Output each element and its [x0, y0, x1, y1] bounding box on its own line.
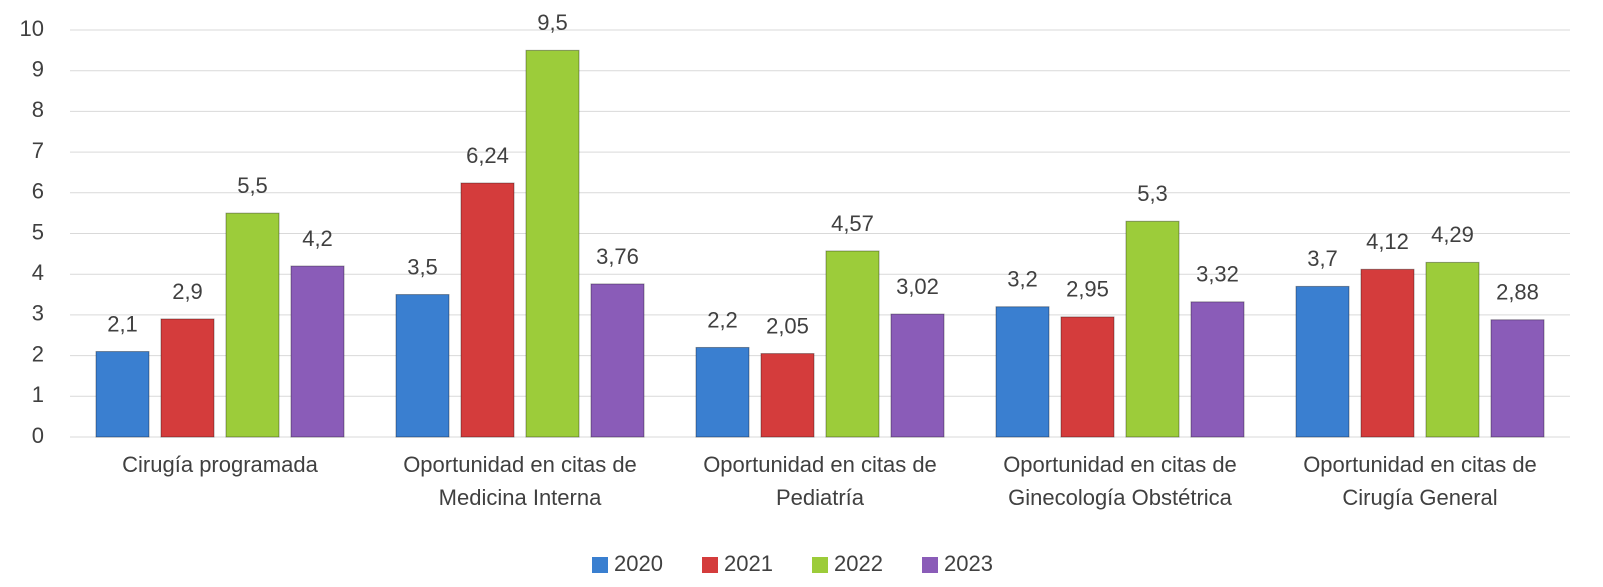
- y-tick-label: 9: [32, 57, 44, 82]
- x-tick-label: Oportunidad en citas de Medicina Interna: [403, 452, 637, 510]
- data-label: 2,9: [172, 279, 203, 304]
- legend-swatch: [592, 557, 608, 573]
- bar: [525, 49, 580, 438]
- data-label: 3,32: [1196, 262, 1239, 287]
- bar: [290, 265, 345, 438]
- data-label: 6,24: [466, 143, 509, 168]
- data-label: 4,29: [1431, 222, 1474, 247]
- x-tick-label: Oportunidad en citas de Ginecología Obst…: [1003, 452, 1237, 510]
- bar: [460, 182, 515, 438]
- y-tick-label: 0: [32, 423, 44, 448]
- bar: [1125, 220, 1180, 438]
- y-tick-label: 10: [20, 16, 44, 41]
- x-tick-label: Cirugía programada: [122, 452, 318, 477]
- legend-label: 2021: [724, 551, 773, 576]
- x-tick-label: Oportunidad en citas de Cirugía General: [1303, 452, 1537, 510]
- data-label: 2,1: [107, 311, 138, 336]
- data-label: 4,57: [831, 211, 874, 236]
- y-tick-label: 3: [32, 301, 44, 326]
- legend-swatch: [812, 557, 828, 573]
- bar: [590, 283, 645, 438]
- bar: [395, 294, 450, 438]
- bar: [890, 313, 945, 438]
- y-tick-label: 8: [32, 97, 44, 122]
- x-tick-label: Oportunidad en citas de Pediatría: [703, 452, 937, 510]
- bar: [995, 306, 1050, 438]
- data-label: 9,5: [537, 10, 568, 35]
- legend-label: 2020: [614, 551, 663, 576]
- bar: [760, 353, 815, 438]
- bar: [225, 212, 280, 438]
- data-label: 3,2: [1007, 267, 1038, 292]
- legend-swatch: [922, 557, 938, 573]
- bar: [95, 351, 150, 438]
- data-label: 3,02: [896, 274, 939, 299]
- bar: [1060, 316, 1115, 438]
- data-label: 3,76: [596, 244, 639, 269]
- y-tick-label: 4: [32, 260, 44, 285]
- bar: [1295, 285, 1350, 438]
- data-label: 4,2: [302, 226, 333, 251]
- y-tick-label: 6: [32, 179, 44, 204]
- data-label: 2,05: [766, 313, 809, 338]
- bar: [1490, 319, 1545, 438]
- y-tick-label: 1: [32, 382, 44, 407]
- y-tick-label: 5: [32, 219, 44, 244]
- bar: [1190, 301, 1245, 438]
- data-label: 3,7: [1307, 246, 1338, 271]
- legend-label: 2023: [944, 551, 993, 576]
- data-label: 5,3: [1137, 181, 1168, 206]
- data-label: 3,5: [407, 254, 438, 279]
- data-label: 2,95: [1066, 277, 1109, 302]
- y-tick-label: 2: [32, 341, 44, 366]
- bar: [1360, 268, 1415, 438]
- bar: [160, 318, 215, 438]
- legend-label: 2022: [834, 551, 883, 576]
- data-label: 5,5: [237, 173, 268, 198]
- data-label: 2,2: [707, 307, 738, 332]
- bar: [825, 250, 880, 438]
- legend-swatch: [702, 557, 718, 573]
- bar: [1425, 261, 1480, 438]
- data-label: 4,12: [1366, 229, 1409, 254]
- bar: [695, 346, 750, 438]
- data-label: 2,88: [1496, 280, 1539, 305]
- y-tick-label: 7: [32, 138, 44, 163]
